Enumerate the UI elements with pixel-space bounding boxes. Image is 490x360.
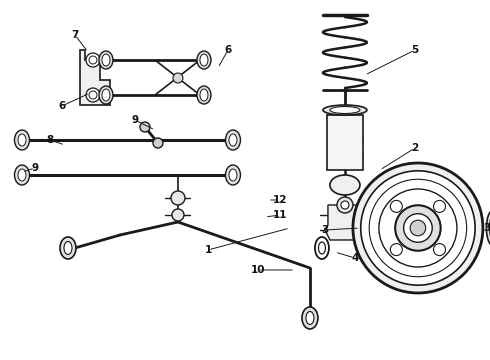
Circle shape (89, 91, 97, 99)
Ellipse shape (64, 242, 72, 255)
Ellipse shape (200, 54, 208, 66)
Ellipse shape (366, 210, 384, 246)
Circle shape (379, 189, 457, 267)
Ellipse shape (370, 216, 380, 240)
Circle shape (410, 220, 426, 236)
Text: 11: 11 (273, 210, 287, 220)
Circle shape (89, 56, 97, 64)
Text: 7: 7 (72, 30, 79, 40)
Ellipse shape (197, 86, 211, 104)
Ellipse shape (15, 130, 29, 150)
Ellipse shape (99, 86, 113, 104)
Circle shape (353, 163, 483, 293)
Ellipse shape (197, 51, 211, 69)
Circle shape (434, 244, 445, 256)
Text: 3: 3 (321, 225, 329, 235)
Ellipse shape (15, 165, 29, 185)
Circle shape (86, 88, 100, 102)
Ellipse shape (200, 89, 208, 101)
Circle shape (173, 73, 183, 83)
Circle shape (391, 244, 402, 256)
Circle shape (140, 122, 150, 132)
Text: 9: 9 (131, 115, 139, 125)
Circle shape (404, 214, 432, 242)
Circle shape (434, 201, 445, 212)
Ellipse shape (318, 242, 325, 254)
Ellipse shape (102, 54, 110, 66)
Ellipse shape (102, 89, 110, 101)
Text: 3: 3 (483, 223, 490, 233)
Ellipse shape (18, 134, 26, 146)
Ellipse shape (229, 169, 237, 181)
Text: 6: 6 (224, 45, 232, 55)
Circle shape (172, 209, 184, 221)
Bar (327, 115, 363, 170)
Text: 6: 6 (58, 101, 66, 111)
Text: 10: 10 (251, 265, 265, 275)
Text: 9: 9 (31, 163, 39, 173)
Ellipse shape (60, 237, 76, 259)
Ellipse shape (323, 105, 367, 115)
Circle shape (171, 191, 185, 205)
Text: 8: 8 (47, 135, 53, 145)
Polygon shape (80, 50, 110, 105)
Ellipse shape (225, 165, 241, 185)
Ellipse shape (330, 107, 360, 113)
Circle shape (86, 53, 100, 67)
Ellipse shape (330, 175, 360, 195)
Ellipse shape (302, 307, 318, 329)
Ellipse shape (229, 134, 237, 146)
Text: 5: 5 (411, 45, 418, 55)
Circle shape (395, 205, 441, 251)
Ellipse shape (225, 130, 241, 150)
Circle shape (341, 201, 349, 209)
Ellipse shape (306, 311, 314, 324)
Ellipse shape (315, 237, 329, 259)
Ellipse shape (18, 169, 26, 181)
Circle shape (337, 197, 353, 213)
Circle shape (361, 171, 475, 285)
Circle shape (369, 179, 466, 277)
Ellipse shape (99, 51, 113, 69)
Circle shape (153, 138, 163, 148)
Text: 12: 12 (273, 195, 287, 205)
Text: 1: 1 (204, 245, 212, 255)
Ellipse shape (487, 211, 490, 246)
Polygon shape (325, 205, 365, 240)
Text: 2: 2 (411, 143, 418, 153)
Text: 4: 4 (351, 253, 359, 263)
Circle shape (391, 201, 402, 212)
